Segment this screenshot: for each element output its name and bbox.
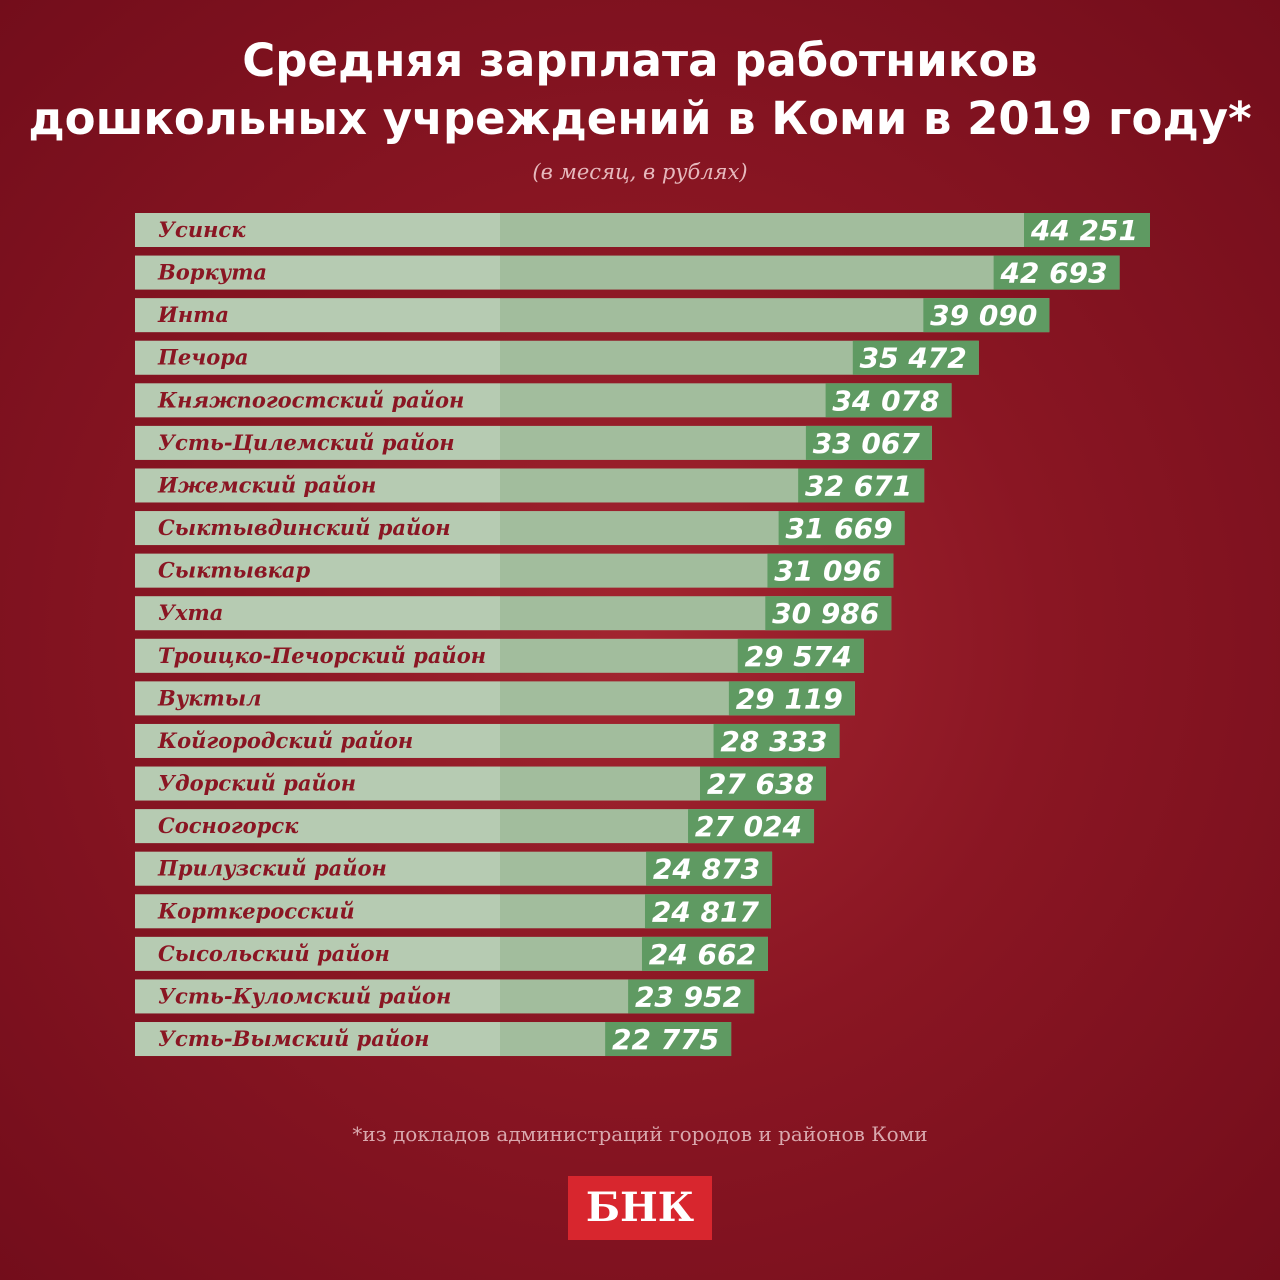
label-area xyxy=(135,894,500,929)
value-label: 44 251 xyxy=(1030,214,1138,247)
category-label: Ижемский район xyxy=(157,472,376,497)
label-area xyxy=(135,766,500,801)
bar xyxy=(135,468,925,503)
value-label: 27 024 xyxy=(695,810,802,843)
value-label-box xyxy=(993,255,1120,290)
category-label: Печора xyxy=(157,345,249,370)
value-label-box xyxy=(765,596,892,631)
value-label-box xyxy=(737,638,864,673)
chart-title: Средняя зарплата работников xyxy=(242,34,1038,87)
label-area xyxy=(135,936,500,971)
bar xyxy=(135,425,932,460)
label-area xyxy=(135,383,500,418)
chart-title: дошкольных учреждений в Коми в 2019 году… xyxy=(28,92,1252,145)
bar xyxy=(135,298,1050,333)
bar xyxy=(135,255,1120,290)
category-label: Усинск xyxy=(158,217,246,242)
category-label: Усть-Куломский район xyxy=(158,983,451,1008)
value-label-box xyxy=(852,340,979,375)
value-label-box xyxy=(1024,213,1150,247)
category-label: Удорский район xyxy=(158,771,356,796)
value-label: 31 669 xyxy=(785,512,892,545)
value-label: 29 574 xyxy=(745,640,852,673)
chart-subtitle: (в месяц, в рублях) xyxy=(532,160,748,184)
category-label: Корткеросский xyxy=(157,898,355,923)
value-label: 31 096 xyxy=(774,555,881,588)
category-label: Княжпогостский район xyxy=(157,387,464,412)
value-label-box xyxy=(700,766,827,801)
value-label-box xyxy=(641,936,768,971)
category-label: Сыктывкар xyxy=(158,558,310,583)
category-label: Сосногорск xyxy=(158,813,299,838)
label-area xyxy=(135,723,500,758)
label-area xyxy=(135,809,500,844)
value-label-box xyxy=(605,1022,732,1057)
value-label-box xyxy=(825,383,952,418)
bar xyxy=(135,213,1150,247)
category-label: Прилузский район xyxy=(157,856,387,881)
label-area xyxy=(135,425,500,460)
label-area xyxy=(135,511,500,546)
label-area xyxy=(135,255,500,290)
label-area xyxy=(135,553,500,588)
value-label-box xyxy=(713,723,840,758)
value-label-box xyxy=(646,851,773,886)
bar xyxy=(135,340,979,375)
category-label: Усть-Цилемский район xyxy=(158,430,455,455)
value-label: 23 952 xyxy=(635,980,742,1013)
value-label-box xyxy=(767,553,894,588)
value-label-box xyxy=(688,809,815,844)
bar xyxy=(135,383,952,418)
value-label: 24 873 xyxy=(653,853,760,886)
value-label: 29 119 xyxy=(736,682,843,715)
label-area xyxy=(135,638,500,673)
value-label: 24 817 xyxy=(652,895,760,928)
value-label: 39 090 xyxy=(930,299,1037,332)
label-area xyxy=(135,468,500,503)
value-label: 34 078 xyxy=(832,384,939,417)
value-label: 27 638 xyxy=(707,768,814,801)
category-label: Ухта xyxy=(158,600,223,625)
label-area xyxy=(135,851,500,886)
value-label-box xyxy=(628,979,755,1014)
value-label-box xyxy=(644,894,771,929)
category-label: Троицко-Печорский район xyxy=(158,643,486,668)
category-label: Койгородский район xyxy=(157,728,413,753)
value-label-box xyxy=(728,681,855,716)
category-label: Вуктыл xyxy=(157,685,261,710)
value-label-box xyxy=(805,425,932,460)
category-label: Инта xyxy=(157,302,229,327)
category-label: Сысольский район xyxy=(158,941,390,966)
label-area xyxy=(135,1022,500,1057)
category-label: Сыктывдинский район xyxy=(158,515,451,540)
bar xyxy=(135,511,905,546)
value-label: 42 693 xyxy=(999,257,1107,290)
label-area xyxy=(135,340,500,375)
value-label: 28 333 xyxy=(720,725,827,758)
label-area xyxy=(135,298,500,333)
bar xyxy=(135,596,892,631)
footnote: *из докладов администраций городов и рай… xyxy=(352,1122,928,1146)
bar xyxy=(135,553,894,588)
label-area xyxy=(135,596,500,631)
value-label: 24 662 xyxy=(649,938,756,971)
label-area xyxy=(135,681,500,716)
value-label: 22 775 xyxy=(612,1023,719,1056)
value-label-box xyxy=(798,468,925,503)
logo: БНК xyxy=(568,1176,712,1240)
value-label: 35 472 xyxy=(860,342,967,375)
category-label: Воркута xyxy=(157,260,267,285)
value-label: 30 986 xyxy=(772,597,879,630)
value-label: 33 067 xyxy=(813,427,921,460)
value-label: 32 671 xyxy=(805,469,912,502)
value-label-box xyxy=(778,511,905,546)
label-area xyxy=(135,979,500,1014)
label-area xyxy=(135,213,500,247)
value-label-box xyxy=(923,298,1050,333)
category-label: Усть-Вымский район xyxy=(158,1026,429,1051)
